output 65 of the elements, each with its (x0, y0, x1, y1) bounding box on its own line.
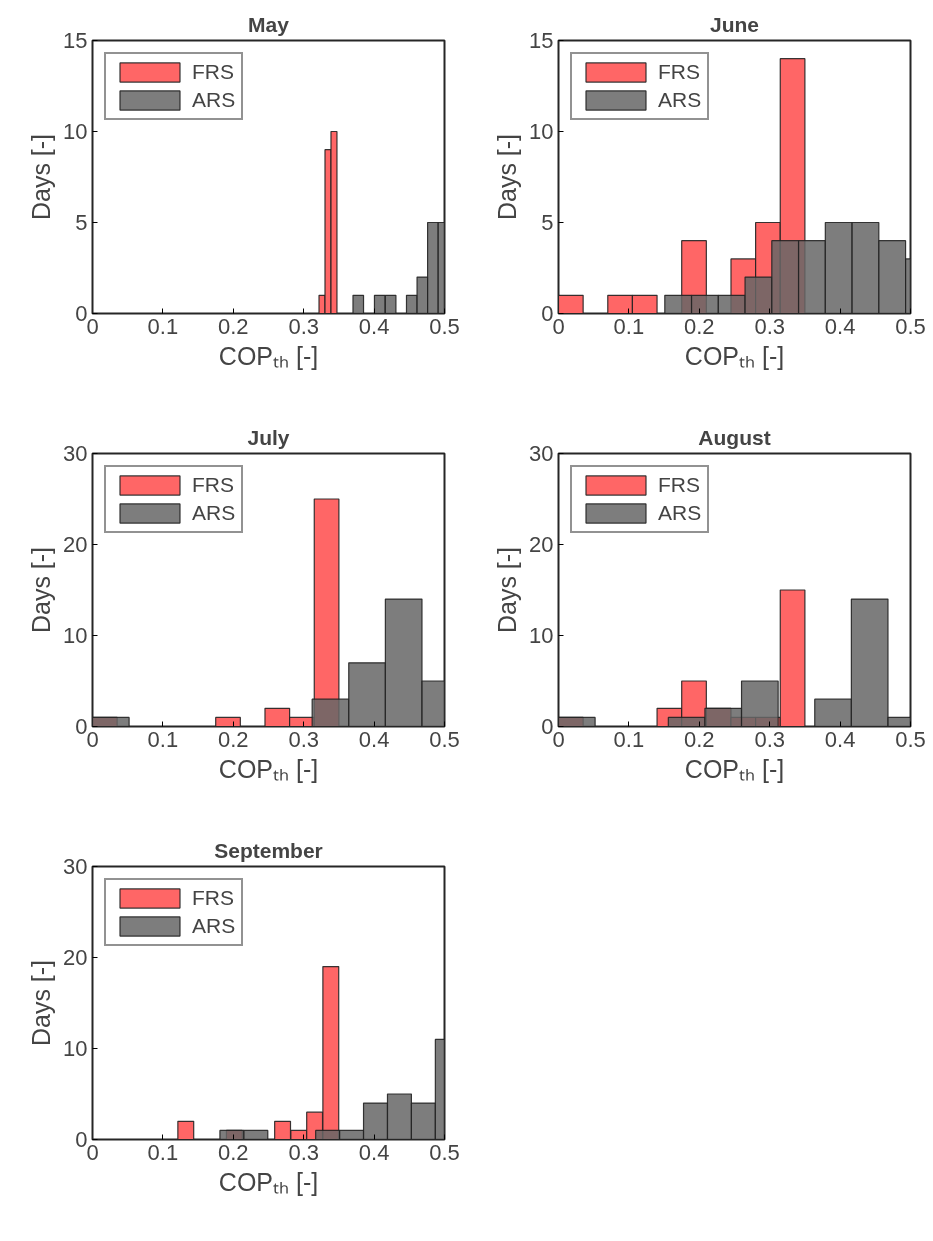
legend-label: ARS (192, 88, 236, 112)
x-tick-label: 0.2 (684, 313, 715, 339)
x-tick-label: 0.3 (288, 1139, 319, 1165)
chart-title: September (214, 838, 323, 862)
x-tick-label: 0.1 (147, 313, 179, 339)
x-tick-label: 0.5 (429, 1139, 460, 1165)
legend-label: FRS (658, 473, 700, 497)
x-axis-title: COPₜₕ [-] (218, 754, 319, 783)
x-tick-label: 0.2 (684, 726, 715, 752)
x-tick-label: 0.4 (358, 726, 390, 752)
x-axis-title: COPₜₕ [-] (684, 754, 785, 783)
y-tick-label: 10 (63, 119, 88, 144)
y-tick-label: 5 (541, 210, 554, 235)
y-axis-title: Days [-] (27, 959, 56, 1047)
y-tick-label: 20 (63, 945, 88, 970)
legend-label: FRS (192, 886, 234, 910)
x-tick-label: 0.2 (218, 726, 249, 752)
y-axis-title: Days [-] (493, 546, 522, 634)
x-tick-label: 0.5 (429, 313, 460, 339)
y-tick-label: 10 (63, 623, 88, 648)
x-tick-label: 0.3 (288, 313, 319, 339)
x-axis-title: COPₜₕ [-] (218, 341, 319, 370)
y-axis-title: Days [-] (27, 546, 56, 634)
y-tick-label: 30 (529, 441, 554, 466)
x-axis-title: COPₜₕ [-] (684, 341, 785, 370)
y-tick-label: 5 (75, 210, 88, 235)
x-tick-label: 0.5 (895, 726, 926, 752)
x-tick-label: 0.4 (358, 313, 390, 339)
y-tick-label: 30 (63, 854, 88, 879)
legend-label: ARS (658, 88, 702, 112)
x-tick-label: 0.1 (613, 313, 645, 339)
x-tick-label: 0.1 (613, 726, 645, 752)
legend-label: FRS (658, 60, 700, 84)
y-axis-title: Days [-] (27, 133, 56, 221)
y-tick-label: 30 (63, 441, 88, 466)
x-tick-label: 0.5 (895, 313, 926, 339)
legend-label: ARS (658, 501, 702, 525)
y-tick-label: 15 (63, 28, 88, 53)
y-tick-label: 20 (529, 532, 554, 557)
legend-label: ARS (192, 501, 236, 525)
x-tick-label: 0.5 (429, 726, 460, 752)
chart-title: May (248, 12, 290, 36)
x-tick-label: 0.3 (288, 726, 319, 752)
x-tick-label: 0.4 (824, 726, 856, 752)
y-tick-label: 10 (529, 623, 554, 648)
legend-label: ARS (192, 914, 236, 938)
legend-label: FRS (192, 60, 234, 84)
y-tick-label: 20 (63, 532, 88, 557)
chart-title: July (247, 425, 290, 449)
x-tick-label: 0.2 (218, 1139, 249, 1165)
y-tick-label: 15 (529, 28, 554, 53)
y-tick-label: 10 (529, 119, 554, 144)
x-tick-label: 0.4 (824, 313, 856, 339)
x-tick-label: 0.2 (218, 313, 249, 339)
x-tick-label: 0.1 (147, 726, 179, 752)
x-tick-label: 0.1 (147, 1139, 179, 1165)
chart-title: June (709, 12, 760, 36)
x-axis-title: COPₜₕ [-] (218, 1167, 319, 1196)
chart-title: August (698, 425, 771, 449)
x-tick-label: 0.3 (754, 313, 785, 339)
x-tick-label: 0.3 (754, 726, 785, 752)
y-tick-label: 10 (63, 1036, 88, 1061)
x-tick-label: 0.4 (358, 1139, 390, 1165)
y-axis-title: Days [-] (493, 133, 522, 221)
legend-label: FRS (192, 473, 234, 497)
